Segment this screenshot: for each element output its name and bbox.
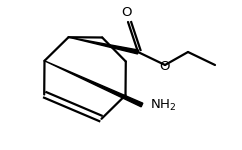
Text: NH$_2$: NH$_2$ [150,98,176,112]
Polygon shape [45,61,143,107]
Text: O: O [160,60,170,72]
Text: O: O [121,6,131,19]
Polygon shape [68,37,138,54]
